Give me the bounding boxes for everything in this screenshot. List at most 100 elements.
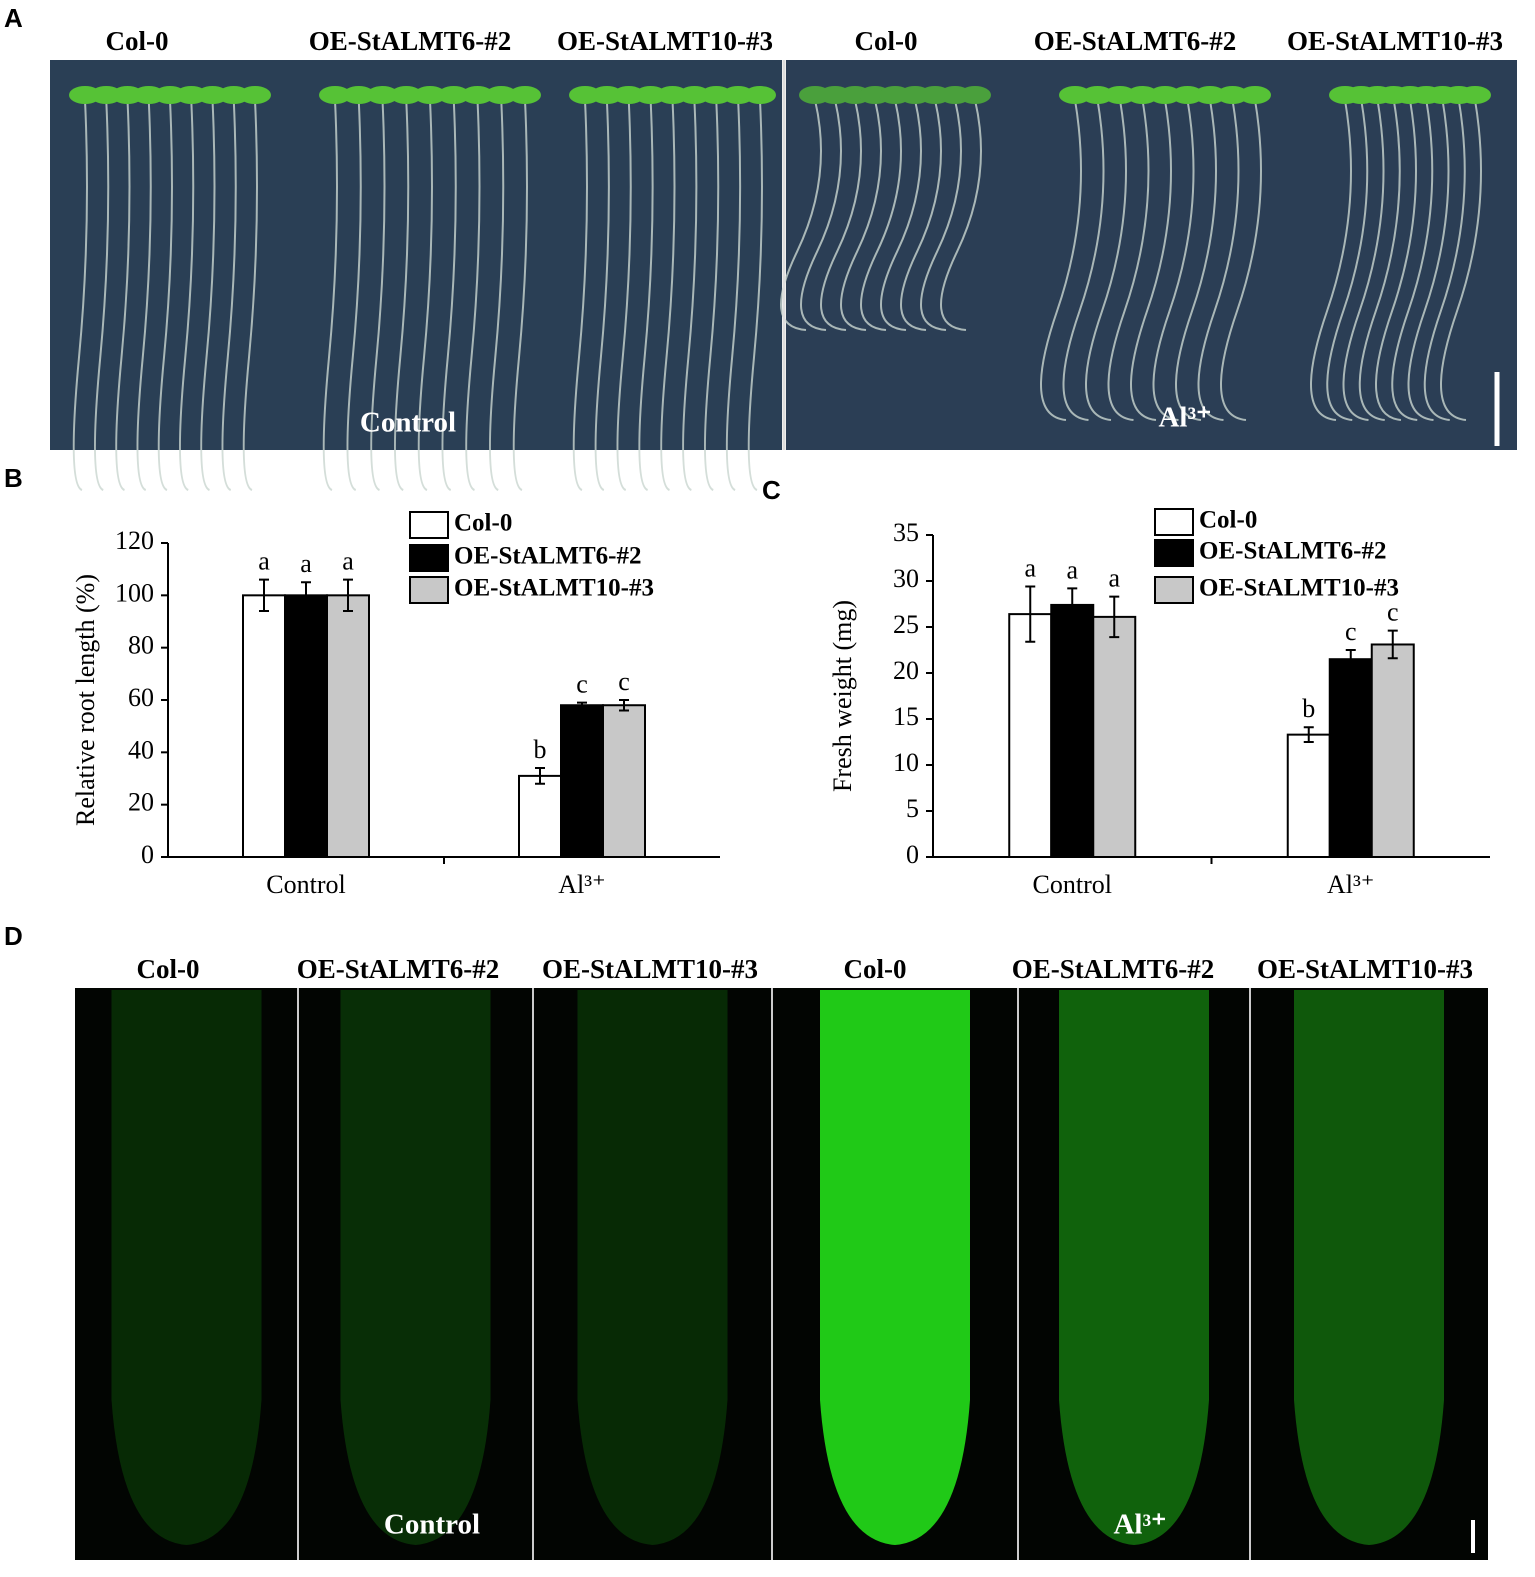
error-bar [343, 578, 353, 613]
root [178, 99, 195, 491]
root [221, 99, 237, 491]
root [1326, 99, 1369, 421]
genotype-label: Col-0 [855, 26, 918, 56]
x-tick-label: Al³⁺ [1327, 870, 1375, 899]
error-bar [1025, 585, 1036, 643]
root [72, 99, 88, 491]
cotyledon [390, 86, 423, 104]
bar [560, 704, 604, 858]
genotype-label: OE-StALMT10-#3 [542, 954, 758, 984]
x-tick-label: Al³⁺ [558, 870, 606, 899]
cotyledon [612, 86, 645, 104]
genotype-label: OE-StALMT6-#2 [309, 26, 512, 56]
root [1407, 99, 1450, 421]
significance-letter: a [1024, 553, 1036, 582]
root [725, 99, 742, 491]
root [242, 99, 258, 491]
root [920, 99, 962, 331]
condition-label: Al³⁺ [1113, 1509, 1166, 1541]
root [200, 99, 216, 491]
plate-al [786, 60, 1517, 450]
legend-label: OE-StALMT10-#3 [1199, 575, 1399, 602]
genotype-label: OE-StALMT6-#2 [1034, 26, 1237, 56]
root-tip [340, 990, 491, 1545]
significance-letter: a [1066, 555, 1078, 584]
plate-photo [50, 60, 1517, 491]
cotyledon [1104, 86, 1136, 104]
root [1130, 99, 1172, 421]
root [441, 99, 457, 491]
root [747, 99, 763, 491]
cotyledon [509, 86, 541, 104]
legend-label: Col-0 [1199, 507, 1257, 534]
y-tick-label: 20 [893, 656, 919, 685]
significance-letter: c [1345, 617, 1357, 646]
condition-label: Control [360, 407, 456, 439]
bar [602, 704, 646, 858]
cotyledon [437, 86, 470, 104]
cotyledon [1239, 86, 1271, 104]
genotype-label: OE-StALMT10-#3 [1257, 954, 1473, 984]
significance-letter: a [342, 547, 354, 576]
cotyledon [342, 86, 375, 104]
root [417, 99, 433, 491]
cotyledon [678, 86, 711, 104]
bar [1050, 603, 1095, 858]
legend-swatch [1154, 508, 1194, 536]
genotype-label: OE-StALMT10-#3 [557, 26, 773, 56]
root [800, 99, 842, 331]
root [346, 99, 362, 491]
cotyledon [366, 86, 399, 104]
root-tip [1059, 990, 1209, 1545]
root [820, 99, 862, 331]
root [1220, 99, 1262, 421]
root [880, 99, 922, 331]
genotype-label: Col-0 [844, 954, 907, 984]
cotyledon [1194, 86, 1226, 104]
cotyledon [590, 86, 623, 104]
error-bar [1345, 649, 1356, 670]
cotyledon [485, 86, 518, 104]
root [1310, 99, 1352, 421]
plate-control [50, 60, 782, 450]
legend-swatch [409, 511, 449, 539]
y-tick-label: 15 [893, 702, 919, 731]
x-tick-label: Control [266, 870, 345, 899]
bar [518, 774, 562, 859]
legend-label: Col-0 [454, 510, 512, 537]
root [393, 99, 410, 491]
root [1175, 99, 1217, 421]
y-tick-label: 0 [141, 840, 154, 869]
root [840, 99, 882, 331]
bar [326, 594, 370, 858]
root [1107, 99, 1150, 421]
significance-letter: a [258, 547, 270, 576]
root [940, 99, 982, 331]
root [616, 99, 632, 491]
cotyledon [744, 86, 776, 104]
significance-letter: b [1302, 694, 1315, 723]
root [1423, 99, 1466, 421]
significance-letter: a [1108, 564, 1120, 593]
y-tick-label: 20 [128, 788, 154, 817]
y-axis-label: Relative root length (%) [71, 574, 100, 826]
cotyledon [414, 86, 446, 104]
bar [1328, 658, 1373, 859]
error-bar [1109, 595, 1120, 639]
root-tip [111, 990, 262, 1545]
error-bar [1303, 726, 1314, 743]
bar [242, 594, 286, 858]
genotype-label: Col-0 [137, 954, 200, 984]
x-tick-label: Control [1033, 870, 1112, 899]
cotyledon [700, 86, 733, 104]
cotyledon [1126, 86, 1159, 104]
root [1440, 99, 1482, 421]
root [703, 99, 720, 491]
cotyledon [1149, 86, 1181, 104]
genotype-label: OE-StALMT6-#2 [1012, 954, 1215, 984]
y-tick-label: 120 [115, 526, 154, 555]
condition-label: Control [384, 1509, 480, 1541]
legend-swatch [1154, 576, 1194, 604]
root [594, 99, 610, 491]
